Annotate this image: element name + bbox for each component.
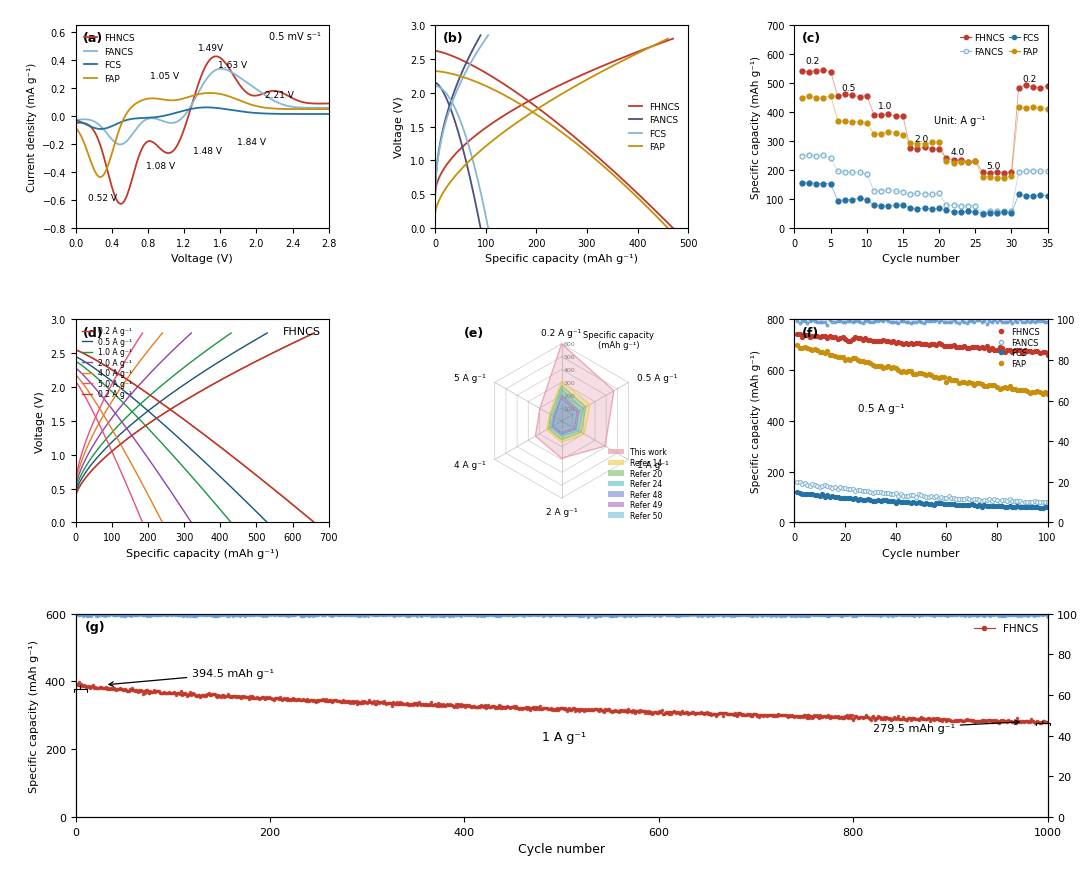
- Polygon shape: [536, 344, 613, 459]
- Polygon shape: [552, 396, 579, 434]
- Text: (a): (a): [83, 32, 104, 45]
- Text: 0.5 mV s⁻¹: 0.5 mV s⁻¹: [269, 32, 321, 42]
- Text: 5.0: 5.0: [986, 162, 1000, 170]
- Text: 1.08 V: 1.08 V: [146, 162, 175, 170]
- Text: 0.2: 0.2: [1023, 75, 1037, 84]
- Legend: FHNCS, FANCS, FCS, FAP: FHNCS, FANCS, FCS, FAP: [625, 99, 684, 156]
- X-axis label: Cycle number: Cycle number: [518, 842, 605, 855]
- X-axis label: Cycle number: Cycle number: [882, 548, 960, 558]
- Y-axis label: Current density (mA g⁻¹): Current density (mA g⁻¹): [27, 63, 37, 192]
- Text: 4.0: 4.0: [950, 148, 964, 157]
- Text: 279.5 mAh g⁻¹: 279.5 mAh g⁻¹: [873, 720, 1020, 733]
- Text: 5 A g⁻¹: 5 A g⁻¹: [455, 374, 486, 382]
- Text: 300: 300: [564, 381, 576, 386]
- Text: 400: 400: [564, 368, 576, 373]
- Polygon shape: [546, 381, 590, 442]
- Text: 100: 100: [564, 406, 576, 411]
- X-axis label: Specific capacity (mAh g⁻¹): Specific capacity (mAh g⁻¹): [485, 254, 638, 264]
- Text: (b): (b): [443, 32, 463, 45]
- Y-axis label: Specific capacity (mAh g⁻¹): Specific capacity (mAh g⁻¹): [751, 56, 760, 199]
- Text: 1.05 V: 1.05 V: [150, 72, 179, 81]
- Text: 2.21 V: 2.21 V: [266, 90, 295, 99]
- Text: (d): (d): [83, 326, 104, 339]
- Legend: FHNCS, FANCS, FCS, FAP: FHNCS, FANCS, FCS, FAP: [957, 30, 1043, 60]
- Text: (g): (g): [85, 620, 106, 634]
- Text: Specific capacity
(mAh g⁻¹): Specific capacity (mAh g⁻¹): [583, 330, 654, 349]
- Legend: FHNCS, FANCS, FCS, FAP: FHNCS, FANCS, FCS, FAP: [995, 324, 1043, 372]
- Text: 200: 200: [564, 394, 576, 398]
- Text: 0.5 A g⁻¹: 0.5 A g⁻¹: [858, 403, 904, 414]
- Text: 1.48 V: 1.48 V: [193, 146, 222, 156]
- Text: 1.84 V: 1.84 V: [237, 138, 266, 147]
- Y-axis label: Voltage (V): Voltage (V): [394, 96, 404, 158]
- Text: 2 A g⁻¹: 2 A g⁻¹: [545, 507, 578, 516]
- Legend: FHNCS: FHNCS: [970, 620, 1042, 638]
- Polygon shape: [549, 386, 585, 440]
- Text: 394.5 mAh g⁻¹: 394.5 mAh g⁻¹: [109, 668, 274, 687]
- Text: 0.2 A g⁻¹: 0.2 A g⁻¹: [541, 329, 582, 338]
- Legend: FHNCS, FANCS, FCS, FAP: FHNCS, FANCS, FCS, FAP: [80, 30, 138, 87]
- Y-axis label: Specific capacity (mAh g⁻¹): Specific capacity (mAh g⁻¹): [29, 639, 39, 792]
- Text: (e): (e): [464, 326, 485, 339]
- Polygon shape: [553, 399, 578, 433]
- Text: 0.5: 0.5: [841, 84, 856, 93]
- Polygon shape: [551, 390, 583, 436]
- Legend: 0.2 A g⁻¹, 0.5 A g⁻¹, 1.0 A g⁻¹, 2.0 A g⁻¹, 4.0 A g⁻¹, 5.0 A g⁻¹, 0.2 A g⁻¹: 0.2 A g⁻¹, 0.5 A g⁻¹, 1.0 A g⁻¹, 2.0 A g…: [80, 324, 135, 402]
- Y-axis label: Specific capacity (mAh g⁻¹): Specific capacity (mAh g⁻¹): [751, 350, 760, 493]
- Text: 1.0: 1.0: [878, 103, 892, 111]
- Text: 600: 600: [564, 342, 576, 347]
- Text: 1.63 V: 1.63 V: [217, 61, 246, 70]
- Text: 0.2: 0.2: [806, 56, 820, 66]
- Text: 4 A g⁻¹: 4 A g⁻¹: [455, 461, 486, 469]
- Text: 0.52 V: 0.52 V: [89, 194, 118, 202]
- Text: 2.0: 2.0: [914, 135, 928, 144]
- Legend: This work, Refer 14, Refer 20, Refer 24, Refer 48, Refer 49, Refer 50: This work, Refer 14, Refer 20, Refer 24,…: [605, 445, 670, 523]
- Text: 1 A g⁻¹: 1 A g⁻¹: [542, 730, 586, 743]
- Polygon shape: [555, 401, 576, 431]
- X-axis label: Voltage (V): Voltage (V): [172, 254, 233, 264]
- Text: (f): (f): [802, 326, 820, 339]
- Text: Unit: A g⁻¹: Unit: A g⁻¹: [934, 116, 985, 125]
- Text: 1.49V: 1.49V: [198, 44, 224, 53]
- Text: (c): (c): [802, 32, 821, 45]
- Y-axis label: Voltage (V): Voltage (V): [35, 391, 45, 452]
- Text: 1 A g⁻¹: 1 A g⁻¹: [637, 461, 669, 469]
- Text: 0.5 A g⁻¹: 0.5 A g⁻¹: [637, 374, 677, 382]
- Text: FHNCS: FHNCS: [283, 326, 321, 336]
- X-axis label: Specific capacity (mAh g⁻¹): Specific capacity (mAh g⁻¹): [125, 548, 279, 558]
- X-axis label: Cycle number: Cycle number: [882, 254, 960, 264]
- Text: 500: 500: [564, 355, 576, 360]
